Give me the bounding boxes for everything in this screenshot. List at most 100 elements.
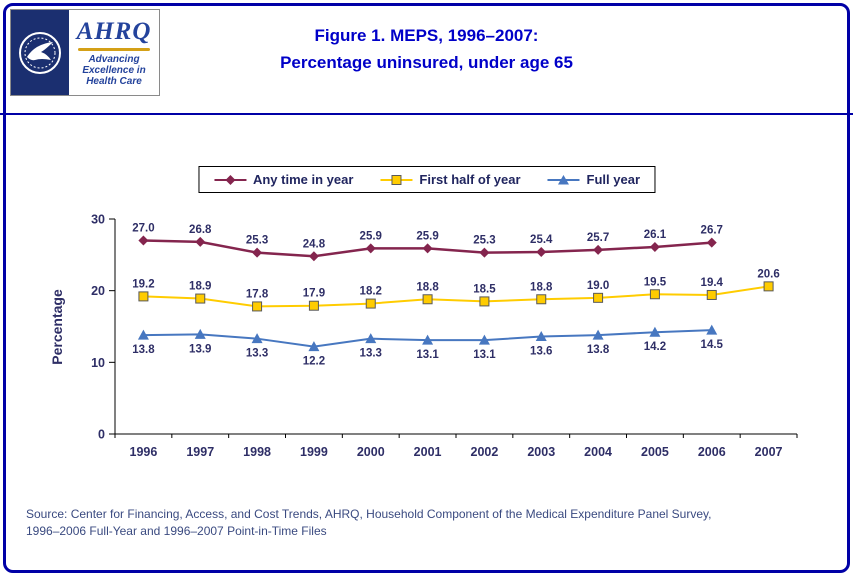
triangle-marker-icon xyxy=(592,329,604,340)
triangle-marker-icon xyxy=(706,324,718,335)
logo-tagline-line3: Health Care xyxy=(86,76,142,87)
legend-label-first-half-of-year: First half of year xyxy=(419,172,521,187)
value-label: 14.2 xyxy=(644,341,666,353)
header-divider xyxy=(0,113,853,115)
value-label: 18.9 xyxy=(189,281,211,293)
logo-tagline-line2: Excellence in xyxy=(82,65,146,76)
logo-text-block: AHRQ Advancing Excellence in Health Care xyxy=(69,10,159,95)
ahrq-logo: AHRQ Advancing Excellence in Health Care xyxy=(10,9,160,96)
value-label: 13.1 xyxy=(473,349,496,361)
logo-org-text: AHRQ xyxy=(76,18,152,45)
value-label: 12.2 xyxy=(303,356,325,368)
diamond-marker-icon xyxy=(252,247,263,258)
triangle-marker-icon xyxy=(308,341,320,352)
square-marker-icon xyxy=(422,294,433,305)
value-label: 19.4 xyxy=(701,277,724,289)
diamond-marker-icon xyxy=(479,247,490,258)
chart-area: 0 10 20 30 1996 1997 1998 1999 2000 2001 2002 2003 2… xyxy=(0,202,853,502)
value-label: 19.5 xyxy=(644,276,667,288)
square-marker-icon xyxy=(380,174,413,185)
value-label: 26.8 xyxy=(189,224,212,236)
logo-tagline-line1: Advancing xyxy=(88,54,140,65)
value-label: 13.9 xyxy=(189,343,211,355)
x-tick-label: 2004 xyxy=(584,445,612,459)
x-tick-label: 2005 xyxy=(641,445,669,459)
series-line-square xyxy=(143,285,769,308)
square-marker-icon xyxy=(649,289,660,300)
value-label: 25.9 xyxy=(416,230,438,242)
y-tick-label: 20 xyxy=(91,284,105,298)
diamond-marker-icon xyxy=(706,237,717,248)
value-label: 17.9 xyxy=(303,288,325,300)
value-label: 25.3 xyxy=(473,235,495,247)
value-label: 13.8 xyxy=(587,344,610,356)
triangle-marker-icon xyxy=(535,331,547,342)
x-tick-label: 2007 xyxy=(755,445,783,459)
x-tick-label: 1998 xyxy=(243,445,271,459)
diamond-marker-icon xyxy=(649,241,660,252)
diamond-marker-icon xyxy=(308,251,319,262)
chart-legend: Any time in year First half of year Full… xyxy=(197,166,656,193)
hhs-seal-icon xyxy=(11,10,69,95)
value-label: 18.2 xyxy=(360,286,382,298)
x-tick-label: 1999 xyxy=(300,445,328,459)
value-label: 24.8 xyxy=(303,238,326,250)
legend-item-any-time-in-year: Any time in year xyxy=(213,172,353,187)
square-marker-icon xyxy=(763,281,774,292)
value-label: 25.7 xyxy=(587,232,609,244)
diamond-marker-icon xyxy=(593,244,604,255)
square-marker-icon xyxy=(479,296,490,307)
x-tick-label: 2006 xyxy=(698,445,726,459)
value-label: 17.8 xyxy=(246,288,269,300)
logo-tagline: Advancing Excellence in Health Care xyxy=(82,54,145,87)
diamond-marker-icon xyxy=(138,235,149,246)
y-tick-label: 30 xyxy=(91,213,105,227)
triangle-marker-icon xyxy=(194,328,206,339)
value-label: 14.5 xyxy=(701,339,724,351)
square-marker-icon xyxy=(195,293,206,304)
triangle-marker-icon xyxy=(547,174,580,184)
x-tick-label: 1996 xyxy=(130,445,158,459)
value-label: 13.6 xyxy=(530,346,552,358)
figure-title-line2: Percentage uninsured, under age 65 xyxy=(280,53,573,72)
triangle-marker-icon xyxy=(478,334,490,345)
triangle-marker-icon xyxy=(422,334,434,345)
logo-accent-bar xyxy=(78,48,150,51)
value-label: 26.7 xyxy=(701,225,723,237)
value-label: 13.3 xyxy=(246,348,268,360)
value-label: 26.1 xyxy=(644,229,667,241)
diamond-marker-icon xyxy=(422,243,433,254)
value-label: 27.0 xyxy=(132,223,154,235)
value-label: 13.8 xyxy=(132,344,155,356)
square-marker-icon xyxy=(252,301,263,312)
x-tick-label: 2003 xyxy=(527,445,555,459)
figure-title-line1: Figure 1. MEPS, 1996–2007: xyxy=(314,26,539,45)
legend-label-full-year: Full year xyxy=(586,172,641,187)
triangle-marker-icon xyxy=(649,326,661,337)
value-label: 19.2 xyxy=(132,278,154,290)
value-label: 25.3 xyxy=(246,235,268,247)
value-label: 13.1 xyxy=(416,349,439,361)
value-label: 19.0 xyxy=(587,280,609,292)
y-tick-label: 10 xyxy=(91,356,105,370)
source-note: Source: Center for Financing, Access, an… xyxy=(26,506,711,540)
value-label: 18.5 xyxy=(473,283,496,295)
source-note-line2: 1996–2006 Full-Year and 1996–2007 Point-… xyxy=(26,524,327,538)
value-label: 25.4 xyxy=(530,234,553,246)
value-label: 25.9 xyxy=(360,230,382,242)
diamond-marker-icon xyxy=(365,243,376,254)
square-marker-icon xyxy=(593,292,604,303)
figure-title: Figure 1. MEPS, 1996–2007: Percentage un… xyxy=(0,22,853,76)
triangle-marker-icon xyxy=(365,333,377,344)
y-axis-title: Percentage xyxy=(49,289,65,365)
x-tick-label: 2002 xyxy=(471,445,499,459)
value-label: 20.6 xyxy=(757,268,779,280)
square-marker-icon xyxy=(536,294,547,305)
source-note-line1: Source: Center for Financing, Access, an… xyxy=(26,507,712,521)
diamond-marker-icon xyxy=(213,174,246,185)
value-label: 18.8 xyxy=(416,281,439,293)
y-tick-label: 0 xyxy=(98,428,105,442)
legend-item-first-half-of-year: First half of year xyxy=(379,172,521,187)
triangle-marker-icon xyxy=(251,333,263,344)
